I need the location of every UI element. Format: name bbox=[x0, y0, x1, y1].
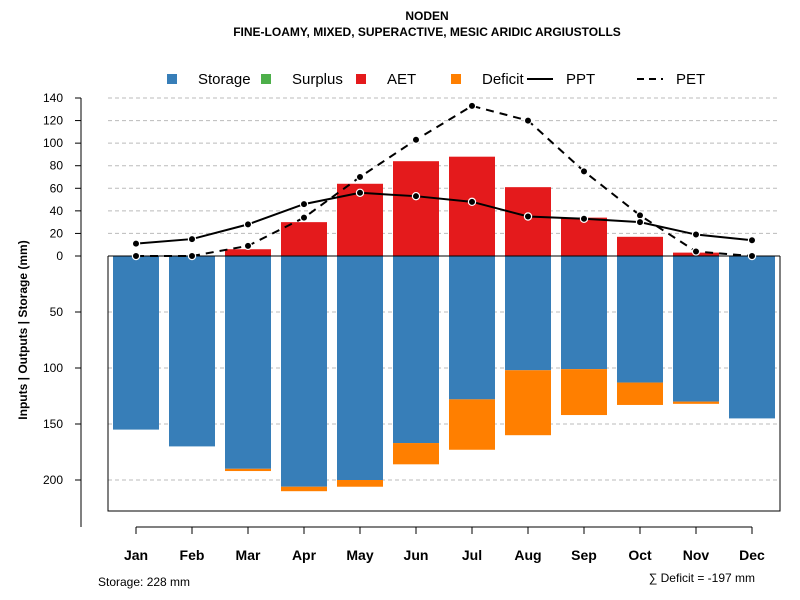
y-tick-label: 200 bbox=[43, 473, 63, 487]
legend-label-storage: Storage bbox=[198, 71, 251, 88]
pet-point bbox=[691, 247, 701, 256]
y-axis-label: Inputs | Outputs | Storage (mm) bbox=[16, 240, 30, 419]
ppt-point bbox=[131, 239, 141, 248]
chart-title: NODEN bbox=[405, 9, 448, 23]
y-tick-label: 20 bbox=[50, 226, 64, 240]
ppt-point bbox=[299, 199, 309, 209]
bars-layer bbox=[113, 156, 775, 492]
x-tick-label: Jul bbox=[462, 547, 482, 563]
aet-bar bbox=[561, 217, 607, 256]
deficit-bar bbox=[561, 369, 607, 416]
plot-frame bbox=[107, 256, 781, 512]
ppt-point bbox=[467, 197, 477, 207]
deficit-bar bbox=[337, 480, 383, 487]
y-tick-label: 120 bbox=[43, 114, 63, 128]
legend-swatch-storage bbox=[167, 74, 177, 84]
ppt-point bbox=[523, 212, 533, 221]
x-tick-label: Aug bbox=[514, 547, 541, 563]
y-tick-label: 100 bbox=[43, 136, 63, 150]
y-tick-label: 0 bbox=[56, 249, 63, 263]
deficit-bar bbox=[225, 468, 271, 472]
pet-point bbox=[467, 101, 477, 111]
deficit-bar bbox=[617, 382, 663, 405]
pet-point bbox=[747, 251, 757, 261]
x-tick-label: Sep bbox=[571, 547, 597, 563]
pet-point bbox=[411, 135, 421, 144]
aet-bar bbox=[617, 236, 663, 256]
legend-label-surplus: Surplus bbox=[292, 71, 343, 88]
y-tick-label: 150 bbox=[43, 417, 63, 431]
storage-bar bbox=[113, 256, 159, 430]
storage-bar bbox=[561, 256, 607, 370]
ppt-line bbox=[135, 191, 753, 245]
legend-swatch-surplus bbox=[261, 74, 271, 84]
deficit-note: ∑ Deficit = -197 mm bbox=[649, 571, 755, 585]
ppt-point bbox=[187, 234, 197, 244]
y-tick-label: 50 bbox=[50, 305, 64, 319]
ppt-point bbox=[635, 217, 645, 227]
x-tick-label: Nov bbox=[683, 547, 710, 563]
aet-bar bbox=[393, 161, 439, 256]
y-tick-label: 40 bbox=[50, 204, 64, 218]
ppt-point bbox=[243, 220, 253, 229]
chart-subtitle: FINE-LOAMY, MIXED, SUPERACTIVE, MESIC AR… bbox=[233, 25, 621, 39]
pet-point bbox=[187, 251, 197, 261]
deficit-bar bbox=[505, 370, 551, 436]
legend-label-ppt: PPT bbox=[566, 71, 595, 88]
ppt-point bbox=[355, 188, 365, 197]
x-tick-label: Mar bbox=[236, 547, 261, 563]
x-tick-label: Apr bbox=[292, 547, 317, 563]
pet-point bbox=[523, 116, 533, 125]
storage-bar bbox=[729, 256, 775, 419]
x-tick-label: Feb bbox=[180, 547, 205, 563]
aet-bar bbox=[225, 249, 271, 256]
legend-swatch-deficit bbox=[451, 74, 461, 84]
aet-bar bbox=[281, 222, 327, 256]
ppt-point bbox=[411, 191, 421, 201]
storage-bar bbox=[505, 256, 551, 371]
y-tick-label: 100 bbox=[43, 361, 63, 375]
ppt-point bbox=[691, 230, 701, 239]
legend: Storage Surplus AET Deficit PPT PET bbox=[167, 71, 705, 88]
ppt-point bbox=[579, 214, 589, 223]
storage-bar bbox=[449, 256, 495, 400]
deficit-bar bbox=[449, 399, 495, 450]
lines-layer bbox=[131, 101, 757, 261]
x-tick-label: May bbox=[346, 547, 373, 563]
pet-point bbox=[131, 251, 141, 261]
storage-note: Storage: 228 mm bbox=[98, 575, 190, 589]
deficit-bar bbox=[393, 443, 439, 465]
legend-swatch-aet bbox=[356, 74, 366, 84]
pet-point bbox=[299, 213, 309, 222]
storage-bar bbox=[337, 256, 383, 480]
x-tick-label: Jun bbox=[404, 547, 429, 563]
x-tick-label: Oct bbox=[628, 547, 652, 563]
storage-bar bbox=[225, 256, 271, 469]
grid-lines bbox=[108, 97, 780, 481]
legend-label-pet: PET bbox=[676, 71, 705, 88]
pet-point bbox=[355, 172, 365, 182]
pet-point bbox=[635, 211, 645, 220]
storage-bar bbox=[617, 256, 663, 383]
legend-label-aet: AET bbox=[387, 71, 416, 88]
x-tick-label: Jan bbox=[124, 547, 148, 563]
pet-point bbox=[579, 167, 589, 176]
aet-bar bbox=[505, 187, 551, 256]
storage-bar bbox=[393, 256, 439, 444]
deficit-bar bbox=[281, 486, 327, 492]
x-tick-label: Dec bbox=[739, 547, 765, 563]
ppt-point bbox=[747, 235, 757, 245]
legend-label-deficit: Deficit bbox=[482, 71, 525, 88]
deficit-bar bbox=[673, 401, 719, 404]
pet-line bbox=[136, 104, 753, 257]
storage-bar bbox=[673, 256, 719, 402]
y-tick-label: 60 bbox=[50, 181, 64, 195]
y-tick-label: 80 bbox=[50, 159, 64, 173]
storage-bar bbox=[169, 256, 215, 447]
y-tick-label: 140 bbox=[43, 91, 63, 105]
storage-bar bbox=[281, 256, 327, 487]
pet-point bbox=[243, 241, 253, 251]
